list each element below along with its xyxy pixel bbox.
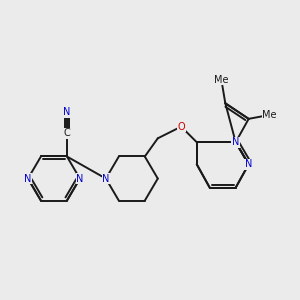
Text: N: N [245, 159, 252, 169]
Text: N: N [63, 107, 70, 117]
Text: N: N [102, 174, 110, 184]
Text: C: C [64, 128, 70, 138]
Text: Me: Me [214, 75, 229, 85]
Text: N: N [24, 174, 32, 184]
Text: Me: Me [262, 110, 277, 120]
Text: N: N [232, 137, 239, 147]
Text: N: N [76, 174, 84, 184]
Text: O: O [177, 122, 185, 132]
